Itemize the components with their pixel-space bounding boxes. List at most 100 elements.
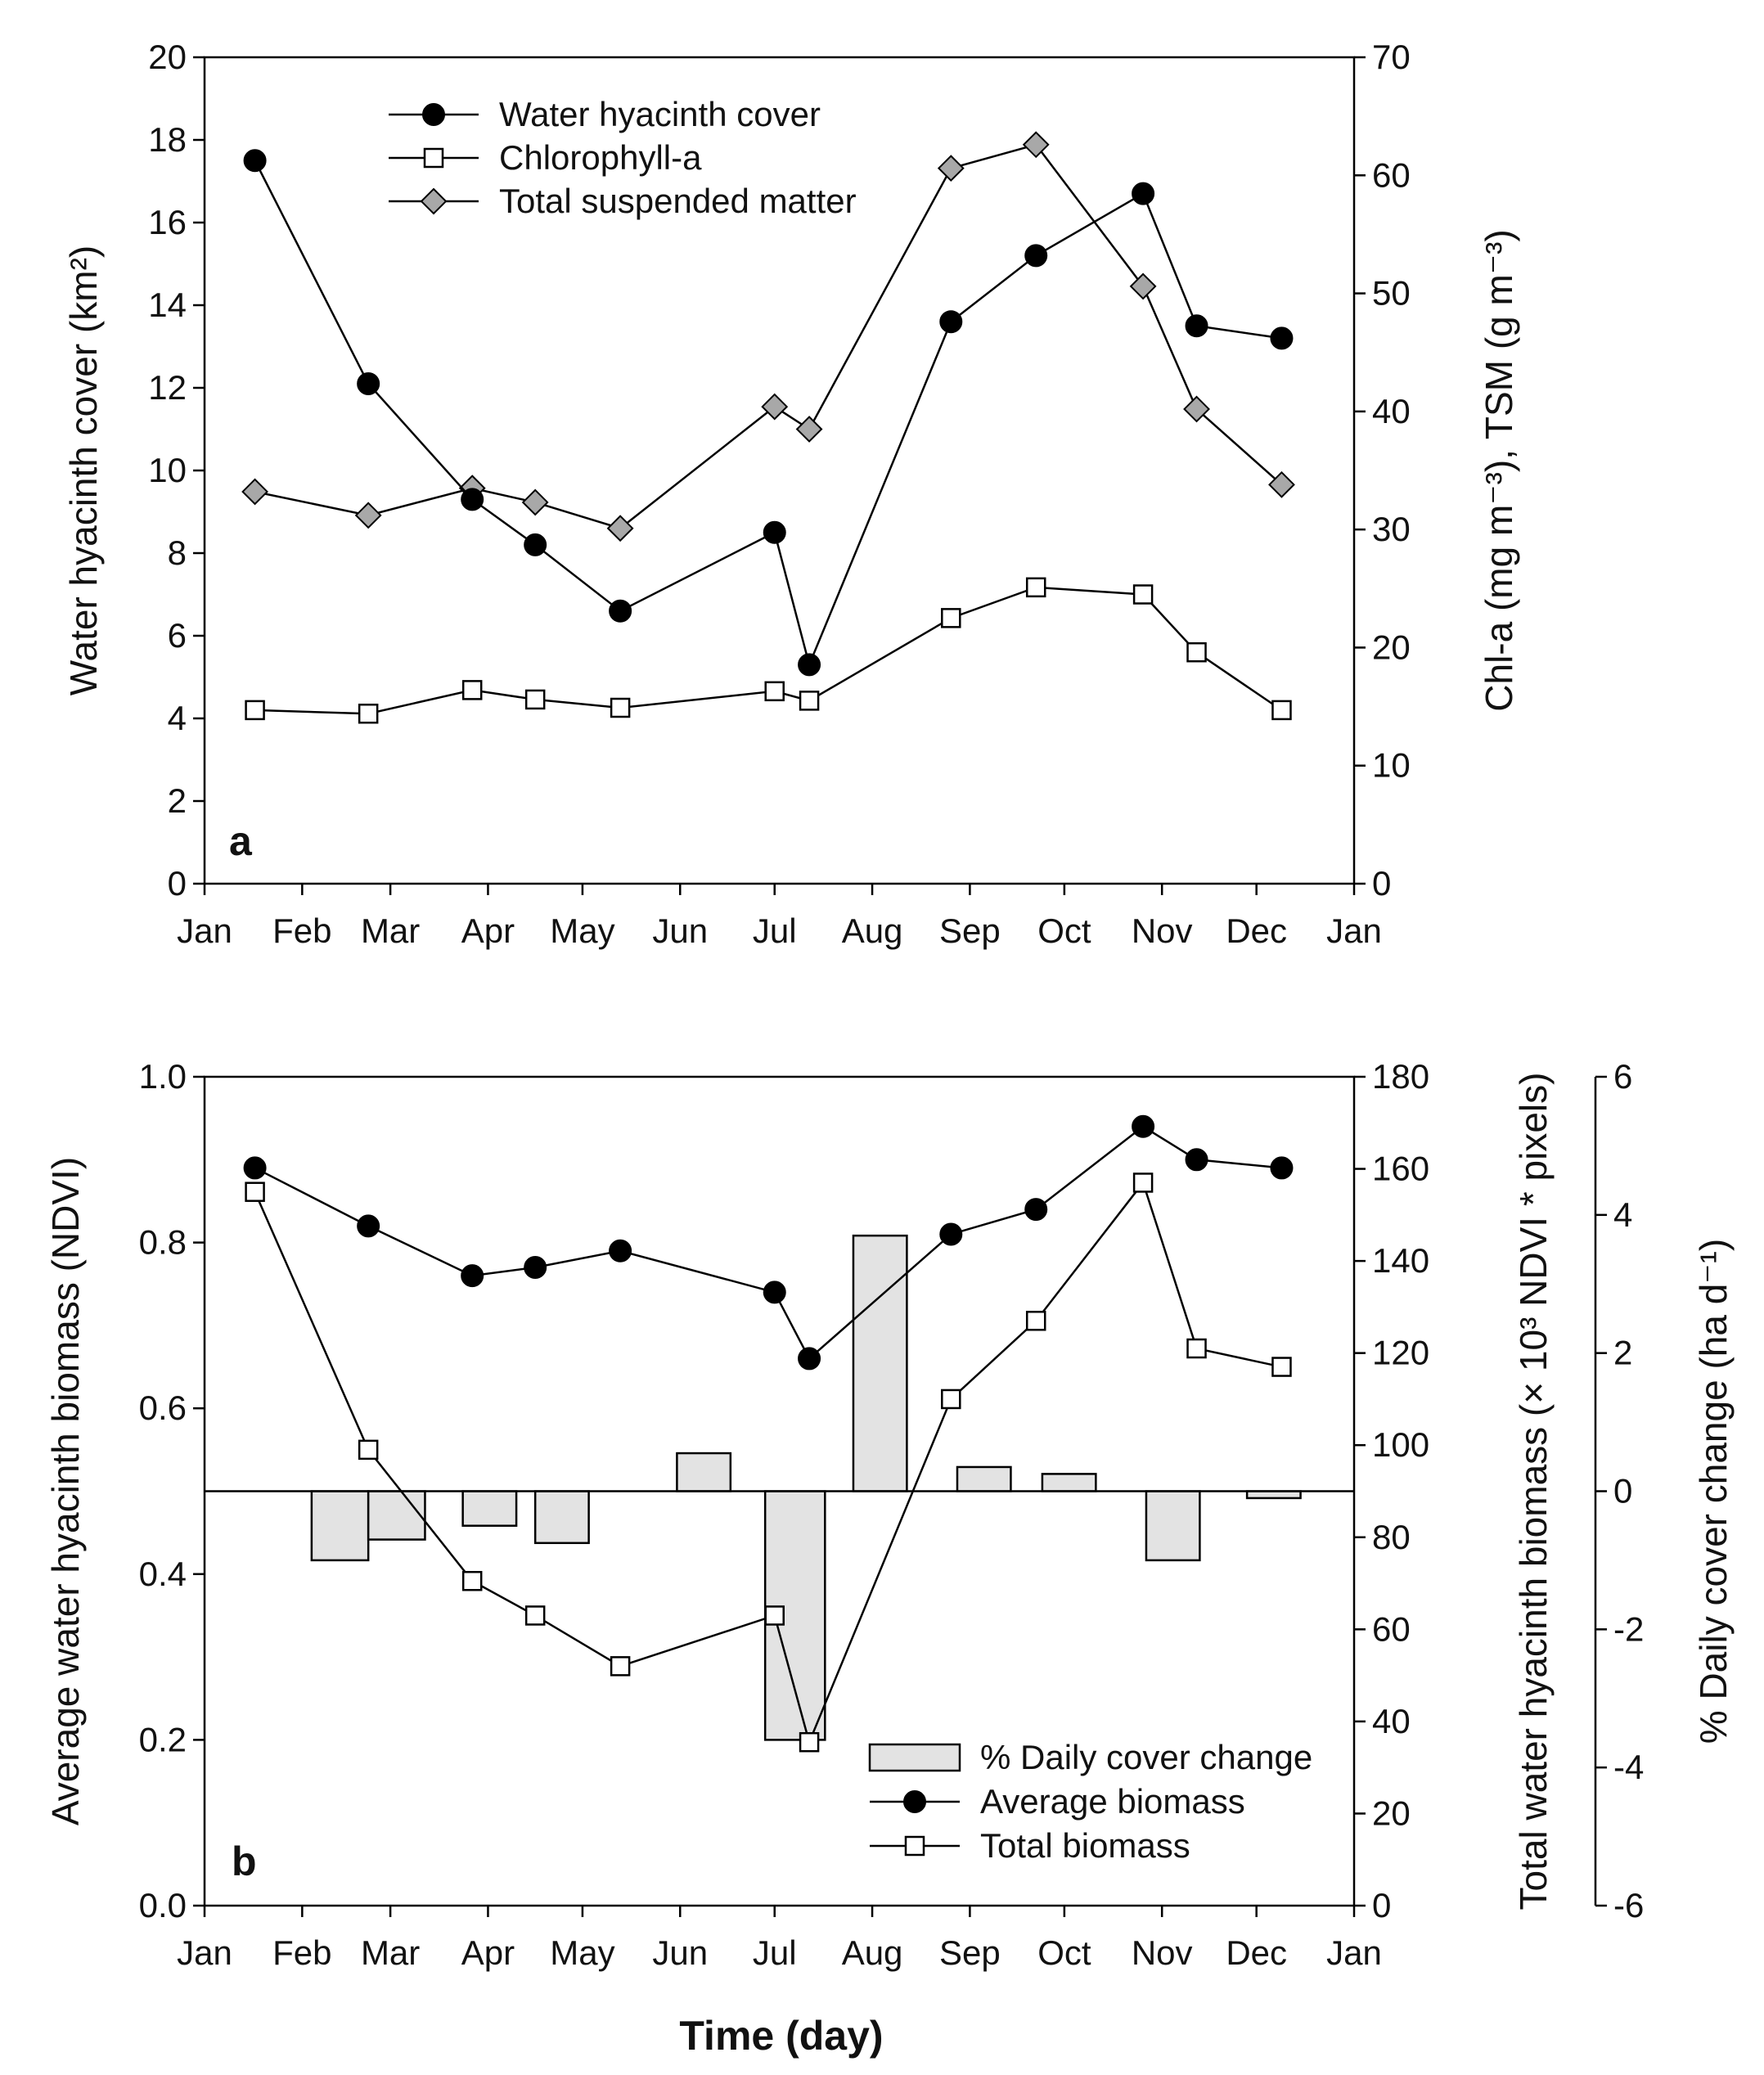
- series-total-biomass-point: [764, 1605, 785, 1626]
- legend-marker: [904, 1835, 925, 1857]
- y-right-tick-label: 70: [1372, 38, 1411, 76]
- x-tick-label: Nov: [1132, 911, 1193, 950]
- series-chla-point: [941, 608, 961, 628]
- series-tsm-point: [795, 416, 823, 443]
- series-chla-point: [1025, 577, 1046, 598]
- series-cover-point: [763, 520, 786, 544]
- x-tick-label: Sep: [939, 911, 1001, 950]
- series-cover-point: [1132, 182, 1155, 205]
- x-tick-label: Feb: [272, 1933, 331, 1972]
- x-tick-label: Jun: [652, 911, 708, 950]
- bar: [461, 1490, 518, 1527]
- legend-label: Total suspended matter: [499, 182, 857, 220]
- x-tick-label: Dec: [1226, 1933, 1287, 1972]
- series-total-biomass-line: [254, 1180, 1282, 1746]
- y-left-title: Water hyacinth cover (km²): [62, 245, 105, 695]
- series-tsm-point: [241, 478, 269, 506]
- series-total-biomass-point: [799, 1731, 820, 1753]
- x-tick-label: Sep: [939, 1933, 1001, 1972]
- bar: [1041, 1473, 1097, 1492]
- series-total-biomass-point: [245, 1182, 265, 1202]
- chart-panel-b: Jan Feb Mar Apr May Jun Jul Aug Sep Oct Nov Dec Jan 0…: [44, 1057, 1735, 1972]
- x-tick-label: Apr: [461, 1933, 515, 1972]
- series-average-biomass-line: [254, 1125, 1282, 1361]
- y-right-tick-label: 40: [1372, 1702, 1411, 1740]
- series-tsm-point: [521, 488, 549, 516]
- panel-label-a: a: [229, 818, 253, 864]
- series-average-biomass-point: [609, 1239, 632, 1263]
- series-chla-point: [245, 700, 265, 721]
- series-chla-point: [1132, 584, 1154, 605]
- bar: [956, 1465, 1012, 1492]
- series-average-biomass-point: [357, 1214, 380, 1238]
- series-total-biomass-point: [1271, 1357, 1292, 1377]
- legend-marker: [420, 187, 448, 215]
- bar: [676, 1452, 732, 1492]
- series-tsm-line: [254, 143, 1283, 530]
- y-right2-title: % Daily cover change (ha d⁻¹): [1692, 1239, 1735, 1744]
- series-cover-point: [1024, 244, 1048, 268]
- y-right2-tick-label: 6: [1613, 1057, 1632, 1096]
- series-average-biomass-point: [939, 1222, 963, 1246]
- legend-marker: [903, 1790, 926, 1813]
- x-tick-label: Jan: [177, 1933, 232, 1972]
- series-chla-point: [610, 697, 631, 718]
- series-total-biomass-point: [1132, 1173, 1154, 1193]
- y-right-tick-label: 20: [1372, 628, 1411, 666]
- legend-label: Average biomass: [980, 1782, 1245, 1821]
- y-left-tick-label: 12: [148, 368, 187, 407]
- series-average-biomass-point: [763, 1281, 786, 1304]
- y-right-tick-label: 160: [1372, 1150, 1429, 1188]
- x-tick-label: Dec: [1226, 911, 1287, 950]
- legend-b: % Daily cover change Average biomass Total…: [868, 1738, 1312, 1865]
- y-right2-tick-label: -2: [1613, 1609, 1644, 1648]
- series-cover-point: [1185, 314, 1208, 338]
- series-cover-point: [357, 371, 380, 395]
- legend-label: Chlorophyll-a: [499, 138, 702, 177]
- x-tick-label: May: [550, 1933, 614, 1972]
- x-tick-label: Jun: [652, 1933, 708, 1972]
- series-chla-point: [524, 689, 546, 710]
- series-average-biomass-point: [1270, 1156, 1294, 1180]
- series-cover-point: [939, 310, 963, 334]
- legend-label: % Daily cover change: [980, 1738, 1312, 1776]
- series-total-biomass-point: [941, 1389, 961, 1410]
- y-right2-tick-label: -4: [1613, 1748, 1644, 1786]
- series-total-biomass-point: [610, 1656, 631, 1677]
- y-right-tick-label: 30: [1372, 510, 1411, 548]
- y-right-tick-label: 80: [1372, 1518, 1411, 1556]
- y-right-tick-label: 60: [1372, 155, 1411, 194]
- series-cover-point: [243, 149, 267, 173]
- y-left-tick-label: 4: [168, 699, 187, 737]
- series-tsm-point: [354, 502, 382, 529]
- series-total-biomass-point: [461, 1570, 483, 1591]
- y-left-tick-label: 1.0: [139, 1057, 187, 1096]
- bar: [852, 1234, 908, 1492]
- series-tsm-point: [1129, 272, 1157, 300]
- series-average-biomass-point: [1185, 1148, 1208, 1172]
- series-total-biomass-point: [358, 1439, 379, 1461]
- legend-marker: [423, 147, 444, 169]
- y-left-tick-label: 0: [168, 864, 187, 902]
- series-average-biomass-point: [798, 1347, 821, 1371]
- y-left-tick-label: 0.6: [139, 1389, 187, 1427]
- y-right-tick-label: 20: [1372, 1794, 1411, 1832]
- y-left-tick-label: 8: [168, 533, 187, 572]
- series-tsm-point: [606, 515, 634, 542]
- x-tick-label: Mar: [361, 1933, 420, 1972]
- series-average-biomass-point: [243, 1156, 267, 1180]
- x-tick-label: Aug: [842, 1933, 903, 1972]
- y-right2-tick-label: -6: [1613, 1886, 1644, 1924]
- y-right-tick-label: 40: [1372, 392, 1411, 430]
- legend-a: Water hyacinth cover Chlorophyll-a Total s…: [389, 95, 857, 220]
- y-left-title: Average water hyacinth biomass (NDVI): [44, 1157, 87, 1825]
- y-right-tick-label: 10: [1372, 746, 1411, 785]
- y-left-tick-label: 0.0: [139, 1886, 187, 1924]
- series-chla-point: [1271, 700, 1292, 721]
- series-chla-point: [799, 691, 820, 711]
- y-left-tick-label: 0.8: [139, 1223, 187, 1262]
- y-left-tick-label: 14: [148, 286, 187, 324]
- series-cover-line: [254, 160, 1282, 668]
- y-right-tick-label: 100: [1372, 1425, 1429, 1464]
